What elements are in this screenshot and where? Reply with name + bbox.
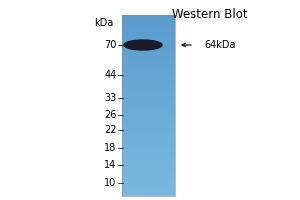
Bar [122, 55, 175, 58]
Bar [122, 137, 175, 139]
Bar [122, 191, 175, 194]
Bar [122, 53, 175, 56]
Bar [122, 80, 175, 83]
Bar [122, 17, 175, 20]
Bar [122, 87, 175, 90]
Text: kDa: kDa [94, 18, 113, 28]
Bar [122, 73, 175, 76]
Bar [122, 107, 175, 110]
Bar [122, 51, 175, 53]
Bar [122, 146, 175, 148]
Text: 14: 14 [104, 160, 116, 170]
Bar [122, 173, 175, 176]
Bar [122, 60, 175, 63]
Text: 70: 70 [104, 40, 116, 50]
Bar [122, 166, 175, 169]
Text: Western Blot: Western Blot [172, 8, 248, 21]
Bar [122, 121, 175, 124]
Text: 18: 18 [104, 143, 116, 153]
Bar [122, 157, 175, 160]
Bar [122, 42, 175, 44]
Bar [122, 78, 175, 81]
Bar [122, 184, 175, 187]
Bar [122, 119, 175, 121]
Bar [122, 71, 175, 74]
Bar [122, 159, 175, 162]
Bar [122, 92, 175, 94]
Bar [122, 21, 175, 24]
Bar [122, 96, 175, 99]
Bar [122, 175, 175, 178]
Bar [122, 89, 175, 92]
Bar [122, 141, 175, 144]
Bar [122, 103, 175, 106]
Bar [122, 26, 175, 29]
Bar [122, 193, 175, 196]
Bar [122, 64, 175, 67]
Bar [122, 178, 175, 180]
Text: 44: 44 [104, 70, 116, 80]
Text: 33: 33 [104, 93, 116, 103]
Bar [122, 85, 175, 87]
Bar [122, 168, 175, 171]
Bar [122, 125, 175, 128]
Bar [122, 101, 175, 103]
Bar [122, 33, 175, 35]
Bar [122, 135, 175, 137]
Bar [122, 105, 175, 108]
Text: 26: 26 [104, 110, 116, 120]
Text: 10: 10 [104, 178, 116, 188]
Bar [122, 182, 175, 185]
Bar [122, 110, 175, 112]
Text: 64kDa: 64kDa [204, 40, 236, 50]
Bar [122, 37, 175, 40]
Bar [122, 44, 175, 47]
Bar [122, 153, 175, 155]
Bar [122, 82, 175, 85]
Bar [122, 150, 175, 153]
Bar [122, 164, 175, 167]
Text: 22: 22 [104, 125, 116, 135]
Bar [122, 162, 175, 164]
Bar [122, 112, 175, 115]
Bar [122, 171, 175, 173]
Bar [122, 116, 175, 119]
Bar [122, 114, 175, 117]
Bar [122, 132, 175, 135]
Bar [122, 144, 175, 146]
Bar [122, 180, 175, 182]
Bar [122, 98, 175, 101]
Bar [122, 187, 175, 189]
Bar [122, 76, 175, 78]
Bar [122, 62, 175, 65]
Bar [122, 94, 175, 96]
Bar [122, 19, 175, 22]
Ellipse shape [124, 40, 162, 50]
Bar [122, 49, 175, 51]
Bar [122, 24, 175, 26]
Bar [122, 15, 175, 17]
Bar [122, 15, 175, 196]
Bar [122, 148, 175, 151]
Bar [122, 128, 175, 130]
Bar [122, 67, 175, 69]
Bar [122, 139, 175, 142]
Bar [122, 130, 175, 133]
Bar [122, 30, 175, 33]
Bar [122, 69, 175, 72]
Bar [122, 123, 175, 126]
Bar [122, 46, 175, 49]
Bar [122, 28, 175, 31]
Bar [122, 189, 175, 191]
Bar [122, 155, 175, 158]
Bar [122, 39, 175, 42]
Bar [122, 35, 175, 38]
Bar [122, 58, 175, 60]
